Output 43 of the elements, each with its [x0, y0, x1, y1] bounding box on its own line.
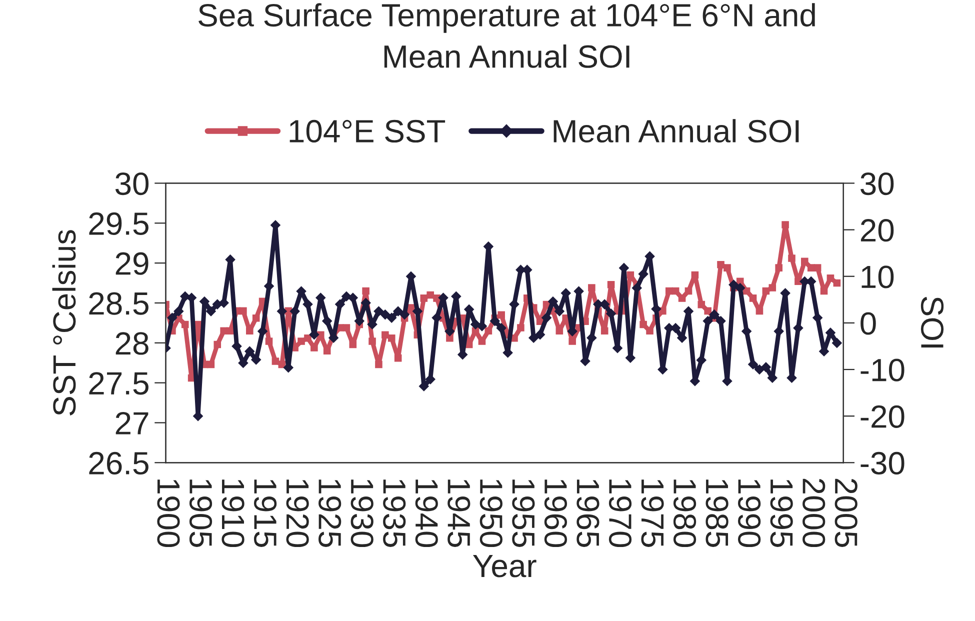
x-tick-label: 1955 [512, 480, 535, 547]
y-tick-label: 29.5 [89, 212, 148, 236]
x-tick-label: 1910 [222, 480, 244, 548]
x-tick-label: 2000 [802, 478, 826, 548]
x-tick-label: 1990 [738, 480, 761, 548]
x-tick-label: 1985 [706, 480, 728, 547]
y-tick-label: 26.5 [89, 452, 148, 475]
y2-axis-title: SOI [920, 296, 944, 348]
y2-tick-label: 10 [862, 266, 894, 288]
x-tick-label: 1925 [318, 480, 342, 547]
y2-tick-label: 20 [860, 219, 894, 242]
x-tick-label: 1940 [415, 480, 438, 548]
x-tick-label: 1930 [350, 480, 374, 548]
y-tick-label: 27.5 [89, 372, 148, 395]
y-axis-title: SST °Celsius [52, 230, 76, 416]
x-tick-label: 1950 [480, 480, 502, 548]
x-axis-title: Year [472, 555, 536, 578]
y-tick-label: 28 [116, 332, 148, 355]
x-tick-label: 1905 [189, 480, 212, 547]
y2-tick-label: -10 [860, 358, 904, 382]
y2-tick-label: -20 [860, 405, 904, 428]
x-tick-label: 1980 [673, 480, 696, 548]
y-tick-label: 30 [115, 172, 149, 196]
chart-title: Sea Surface Temperature at 104°E 6°N and Mean Annual SOI [198, 3, 815, 68]
x-tick-label: 1970 [608, 480, 632, 548]
x-tick-label: 1945 [448, 480, 470, 547]
y-tick-label: 28.5 [89, 292, 148, 315]
y-tick-label: 29 [116, 252, 148, 275]
legend-label: 104°E SST [290, 120, 446, 143]
x-tick-label: 1965 [576, 480, 600, 547]
x-tick-label: 1920 [286, 480, 309, 548]
x-tick-label: 2005 [834, 478, 858, 547]
x-tick-label: 1900 [157, 480, 180, 548]
y-tick-label: 27 [116, 412, 148, 434]
x-tick-label: 1975 [641, 480, 664, 547]
x-tick-label: 1915 [254, 480, 277, 547]
y2-tick-label: 30 [860, 172, 894, 196]
y2-tick-label: -30 [860, 452, 904, 475]
legend-label: Mean Annual SOI [554, 119, 799, 143]
x-tick-label: 1960 [544, 480, 568, 548]
x-tick-label: 1995 [770, 480, 793, 547]
x-tick-label: 1935 [383, 480, 406, 547]
y2-tick-label: 0 [860, 312, 876, 335]
